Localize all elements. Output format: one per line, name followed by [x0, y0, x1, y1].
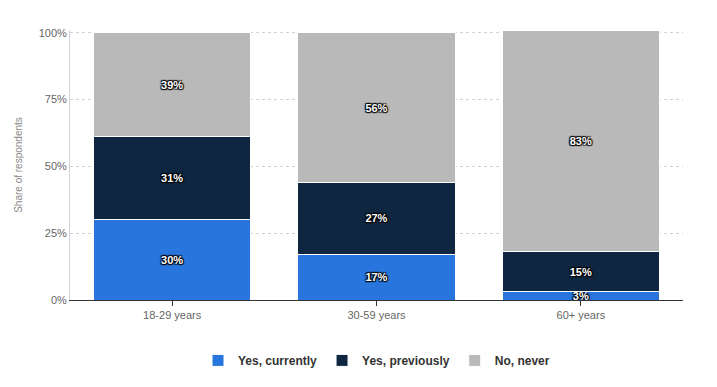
svg-text:Yes, currently: Yes, currently: [238, 354, 317, 368]
svg-text:56%: 56%: [365, 102, 387, 114]
svg-text:75%: 75%: [45, 93, 67, 105]
svg-text:0%: 0%: [51, 294, 67, 306]
svg-text:100%: 100%: [39, 27, 67, 39]
svg-text:Yes, previously: Yes, previously: [362, 354, 450, 368]
svg-text:50%: 50%: [45, 160, 67, 172]
svg-text:30%: 30%: [161, 254, 183, 266]
svg-text:83%: 83%: [570, 135, 592, 147]
svg-text:25%: 25%: [45, 227, 67, 239]
svg-text:39%: 39%: [161, 79, 183, 91]
svg-text:No, never: No, never: [495, 354, 550, 368]
svg-text:3%: 3%: [573, 290, 589, 300]
svg-text:31%: 31%: [161, 172, 183, 184]
svg-text:18-29 years: 18-29 years: [143, 309, 202, 321]
svg-text:15%: 15%: [570, 266, 592, 278]
svg-text:27%: 27%: [365, 212, 387, 224]
svg-text:60+ years: 60+ years: [557, 309, 606, 321]
svg-text:Share of respondents: Share of respondents: [13, 117, 24, 213]
svg-text:30-59 years: 30-59 years: [347, 309, 406, 321]
svg-text:17%: 17%: [365, 271, 387, 283]
